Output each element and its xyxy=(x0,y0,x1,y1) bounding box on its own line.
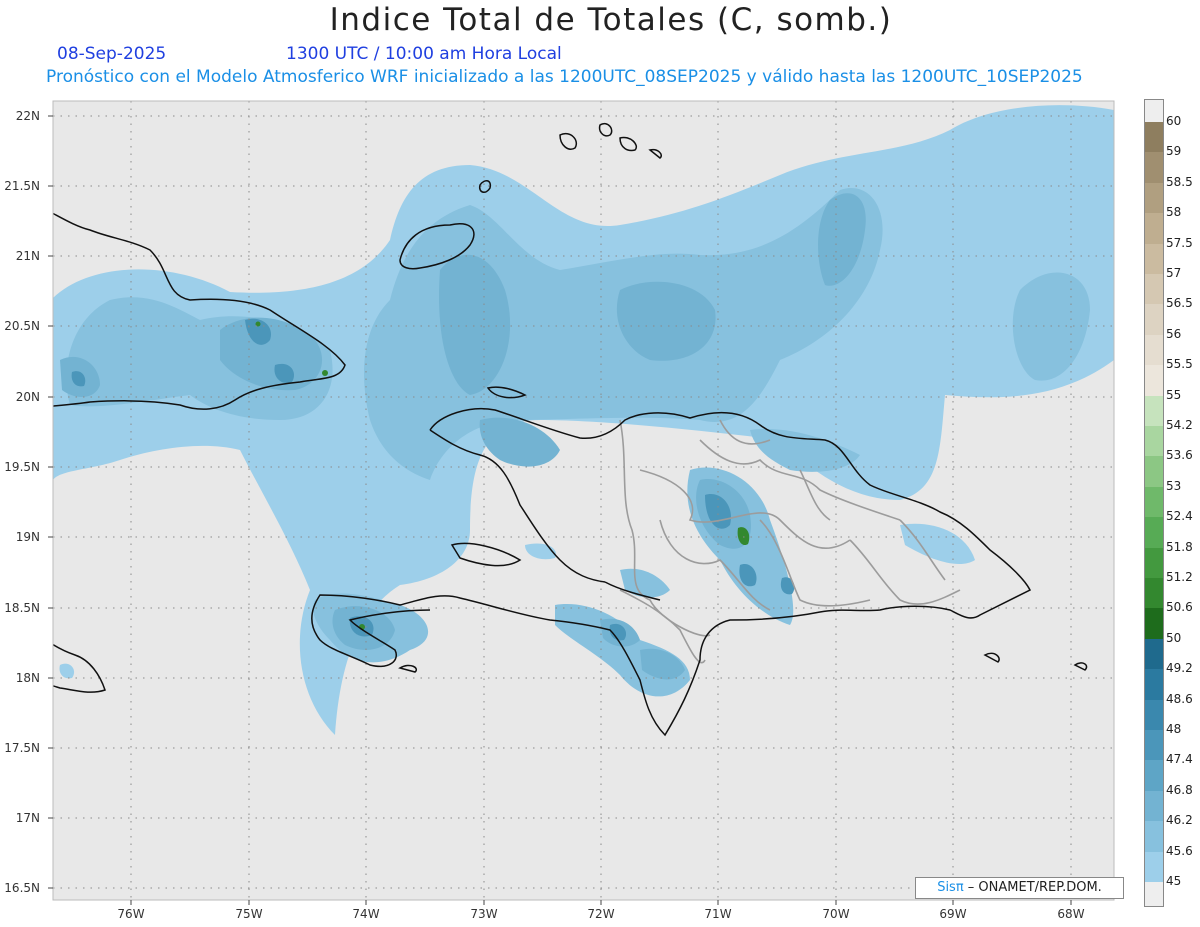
lon-label: 75W xyxy=(235,907,263,921)
lon-label: 76W xyxy=(117,907,145,921)
colorbar-label: 48.6 xyxy=(1166,691,1193,706)
forecast-time: 1300 UTC / 10:00 am Hora Local xyxy=(286,44,562,64)
colorbar-label: 51.2 xyxy=(1166,570,1193,584)
lon-label: 71W xyxy=(704,907,732,921)
colorbar-cell xyxy=(1145,760,1163,792)
colorbar-cell xyxy=(1145,365,1163,397)
colorbar-label: 60 xyxy=(1166,114,1182,128)
lon-label: 73W xyxy=(470,907,498,921)
colorbar-cell xyxy=(1145,821,1163,853)
forecast-date: 08-Sep-2025 xyxy=(57,44,167,64)
lat-label: 22N xyxy=(15,109,40,123)
colorbar-cell xyxy=(1145,274,1163,305)
colorbar-cell xyxy=(1145,456,1163,488)
lon-label: 74W xyxy=(352,907,380,921)
colorbar-label: 52.4 xyxy=(1166,509,1193,524)
colorbar-cell xyxy=(1145,851,1163,883)
map-title: Indice Total de Totales (C, somb.) xyxy=(329,2,893,38)
colorbar-label: 51.8 xyxy=(1166,539,1193,554)
colorbar-label: 58.5 xyxy=(1166,174,1193,189)
colorbar-label: 46.8 xyxy=(1166,782,1193,797)
colorbar-cell xyxy=(1145,517,1163,549)
lon-label: 72W xyxy=(587,907,615,921)
colorbar-label: 50.6 xyxy=(1166,600,1193,615)
colorbar-label: 59 xyxy=(1166,144,1182,159)
colorbar xyxy=(1144,99,1164,907)
lat-label: 21N xyxy=(15,249,40,263)
colorbar-label: 55.5 xyxy=(1166,357,1193,372)
colorbar-label: 53.6 xyxy=(1166,448,1193,463)
colorbar-label: 53 xyxy=(1166,478,1182,493)
lat-label: 20N xyxy=(15,390,40,404)
colorbar-label: 55 xyxy=(1166,387,1182,402)
colorbar-cell xyxy=(1145,638,1163,670)
colorbar-cell xyxy=(1145,790,1163,822)
lat-label: 17N xyxy=(15,811,40,825)
colorbar-cell xyxy=(1145,243,1163,275)
colorbar-label: 47.4 xyxy=(1166,752,1193,767)
lat-label: 18.5N xyxy=(4,601,40,615)
lat-label: 17.5N xyxy=(4,741,40,755)
colorbar-cell xyxy=(1145,730,1163,761)
colorbar-cell xyxy=(1145,882,1163,906)
axis-ticks xyxy=(48,115,1072,905)
colorbar-cell xyxy=(1145,304,1163,336)
colorbar-cell xyxy=(1145,395,1163,427)
colorbar-cell xyxy=(1145,608,1163,640)
lat-label: 19.5N xyxy=(4,460,40,474)
colorbar-label: 56 xyxy=(1166,326,1182,341)
coastlines xyxy=(53,123,1088,737)
colorbar-cell xyxy=(1145,486,1163,518)
lat-label: 21.5N xyxy=(4,179,40,193)
colorbar-label: 58 xyxy=(1166,205,1182,220)
lon-label: 69W xyxy=(939,907,967,921)
forecast-subtitle: Pronóstico con el Modelo Atmosferico WRF… xyxy=(46,67,1083,87)
colorbar-cell xyxy=(1145,547,1163,579)
colorbar-label: 45 xyxy=(1166,874,1182,888)
colorbar-cell xyxy=(1145,426,1163,457)
colorbar-cell xyxy=(1145,122,1163,153)
colorbar-label: 45.6 xyxy=(1166,843,1193,858)
colorbar-label: 49.2 xyxy=(1166,661,1193,676)
colorbar-label: 56.5 xyxy=(1166,296,1193,311)
colorbar-label: 46.2 xyxy=(1166,813,1193,828)
colorbar-label: 57.5 xyxy=(1166,235,1193,250)
colorbar-cell xyxy=(1145,213,1163,245)
lat-label: 19N xyxy=(15,530,40,544)
lat-label: 16.5N xyxy=(4,881,40,895)
colorbar-label: 48 xyxy=(1166,722,1182,736)
colorbar-cell xyxy=(1145,100,1163,122)
lat-label: 18N xyxy=(15,671,40,685)
lon-label: 68W xyxy=(1057,907,1085,921)
credit-brand: Sisπ xyxy=(937,880,964,895)
credit-text: – ONAMET/REP.DOM. xyxy=(963,880,1102,895)
colorbar-cell xyxy=(1145,669,1163,701)
lon-label: 70W xyxy=(822,907,850,921)
colorbar-cell xyxy=(1145,578,1163,609)
province-borders xyxy=(619,419,961,664)
credit-box: Sisπ – ONAMET/REP.DOM. xyxy=(915,877,1124,899)
colorbar-cell xyxy=(1145,699,1163,731)
colorbar-label: 50 xyxy=(1166,630,1182,645)
colorbar-cell xyxy=(1145,182,1163,214)
colorbar-cell xyxy=(1145,152,1163,184)
colorbar-label: 57 xyxy=(1166,266,1182,280)
lat-label: 20.5N xyxy=(4,319,40,333)
colorbar-label: 54.2 xyxy=(1166,418,1193,432)
colorbar-cell xyxy=(1145,334,1163,366)
